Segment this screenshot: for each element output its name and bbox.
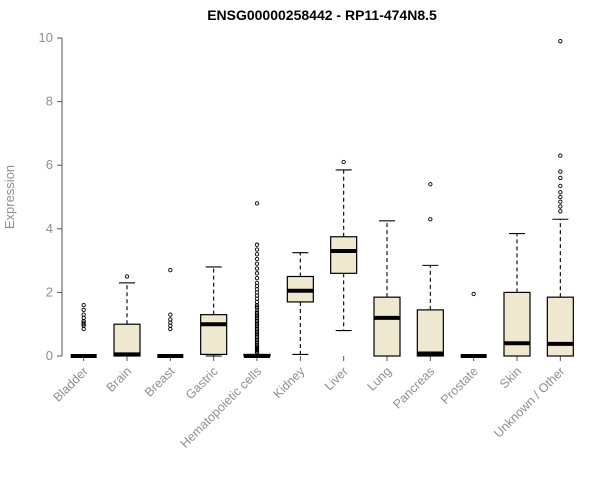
outlier-point xyxy=(254,256,260,262)
outlier-point xyxy=(558,199,563,204)
x-tick-label-hematopoietic-cells: Hematopoietic cells xyxy=(178,364,265,451)
y-tick-label: 6 xyxy=(46,157,53,172)
outlier-point xyxy=(558,169,563,174)
outlier-point xyxy=(168,312,173,317)
y-tick-label: 8 xyxy=(46,94,53,109)
box-breast xyxy=(157,267,184,358)
y-tick-label: 2 xyxy=(46,284,53,299)
box-series xyxy=(70,39,574,358)
outlier-point xyxy=(558,190,563,195)
outlier-point xyxy=(254,247,260,252)
outlier-point xyxy=(81,307,86,313)
iqr-box xyxy=(113,323,141,357)
outlier-point xyxy=(558,153,563,158)
outlier-point xyxy=(558,204,563,209)
x-tick-label-prostate: Prostate xyxy=(438,364,481,407)
box-liver xyxy=(330,159,358,332)
outlier-point xyxy=(471,291,476,297)
iqr-box xyxy=(330,236,358,274)
x-tick-label-gastric: Gastric xyxy=(183,364,221,402)
box-bladder xyxy=(70,302,97,358)
box-lung xyxy=(373,220,401,357)
iqr-box xyxy=(546,296,574,357)
box-gastric xyxy=(200,266,228,357)
box-pancreas xyxy=(416,182,444,357)
iqr-box xyxy=(200,314,228,356)
outlier-point xyxy=(124,274,130,279)
y-tick-label: 4 xyxy=(46,221,53,236)
y-tick-label: 0 xyxy=(46,348,53,363)
iqr-box xyxy=(416,309,444,357)
outlier-point xyxy=(558,194,563,200)
outlier-point xyxy=(254,310,260,316)
outlier-point xyxy=(254,261,260,266)
x-tick-label-skin: Skin xyxy=(497,364,524,391)
x-tick-label-bladder: Bladder xyxy=(50,364,90,404)
x-tick-label-breast: Breast xyxy=(142,364,178,400)
iqr-box xyxy=(503,291,531,357)
outlier-point xyxy=(254,252,260,257)
x-tick-label-pancreas: Pancreas xyxy=(390,364,437,411)
box-skin xyxy=(503,233,531,357)
x-tick-label-brain: Brain xyxy=(104,364,135,395)
outlier-point xyxy=(254,266,260,271)
box-kidney xyxy=(286,252,314,355)
outlier-point xyxy=(254,275,260,281)
x-tick-label-kidney: Kidney xyxy=(271,364,308,401)
outlier-point xyxy=(81,320,86,325)
outlier-point xyxy=(558,209,563,214)
box-hematopoietic-cells xyxy=(243,201,271,358)
outlier-point xyxy=(254,242,260,247)
outlier-point xyxy=(558,175,563,181)
box-unknown-other xyxy=(546,39,574,357)
iqr-box xyxy=(373,296,401,357)
axes: 0 2 4 6 8 10 Bladder Brain Breast GastricHematopo… xyxy=(39,30,568,451)
outlier-point xyxy=(558,183,563,189)
y-tick-label: 10 xyxy=(39,30,53,45)
outlier-point xyxy=(428,182,433,187)
outlier-point xyxy=(254,201,260,206)
box-prostate xyxy=(460,291,487,358)
outlier-point xyxy=(168,317,173,322)
outlier-point xyxy=(254,271,260,276)
box-brain xyxy=(113,274,141,357)
outlier-point xyxy=(81,312,86,317)
outlier-point xyxy=(341,159,346,165)
x-tick-label-liver: Liver xyxy=(322,364,351,393)
outlier-point xyxy=(254,304,260,309)
chart-title: ENSG00000258442 - RP11-474N8.5 xyxy=(207,7,437,23)
outlier-point xyxy=(254,280,260,286)
outlier-point xyxy=(558,39,563,44)
y-axis-label: Expression xyxy=(2,165,17,229)
x-tick-label-lung: Lung xyxy=(365,364,395,394)
outlier-point xyxy=(81,302,86,308)
outlier-point xyxy=(428,217,433,222)
outlier-point xyxy=(168,267,173,273)
